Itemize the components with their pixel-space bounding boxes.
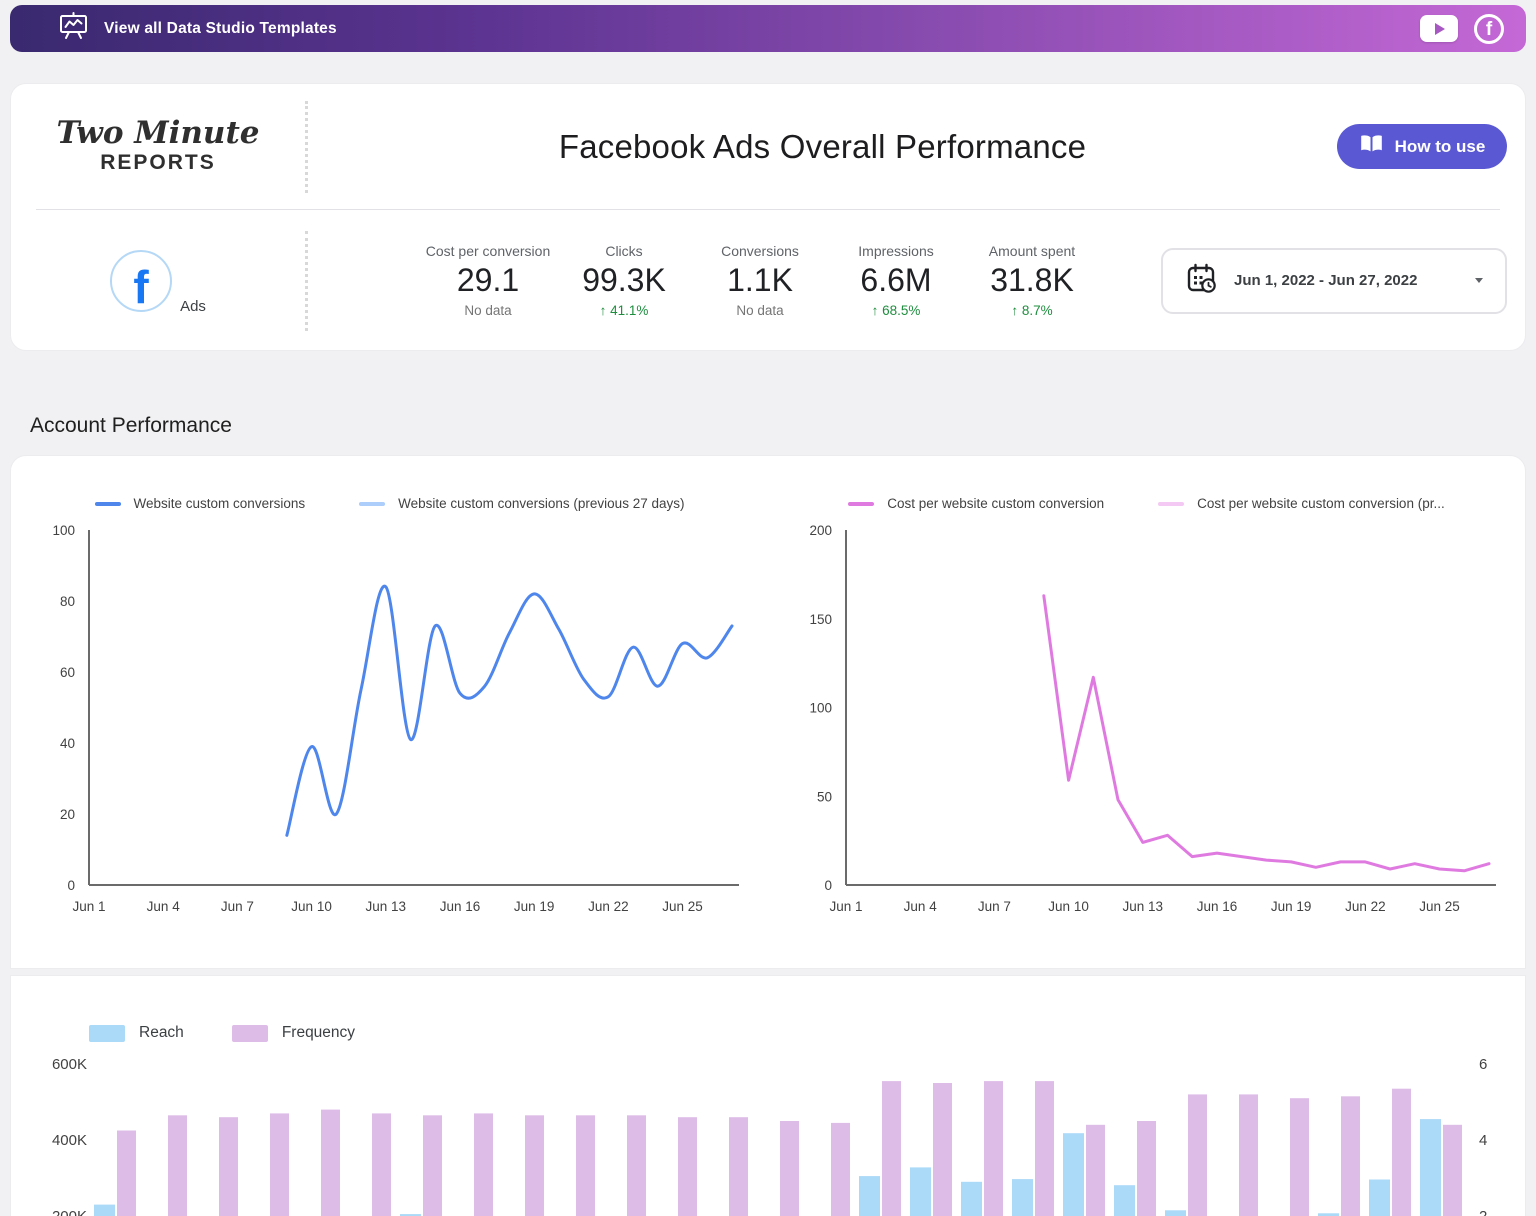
svg-text:Jun 13: Jun 13 [365, 899, 406, 914]
svg-text:Jun 19: Jun 19 [514, 899, 555, 914]
svg-text:100: 100 [52, 523, 75, 538]
pink-line-swatch [848, 501, 875, 506]
youtube-icon[interactable] [1420, 15, 1458, 42]
cost-chart: Cost per website custom conversion Cost … [768, 456, 1525, 968]
legend-cost-per-conversion-previous: Cost per website custom conversion (pr..… [1158, 496, 1445, 511]
legend-website-custom-conversions-previous: Website custom conversions (previous 27 … [359, 496, 684, 511]
blue-line-swatch [94, 501, 121, 506]
svg-text:Jun 10: Jun 10 [291, 899, 332, 914]
svg-text:100: 100 [809, 701, 832, 716]
section-title: Account Performance [30, 414, 232, 437]
svg-text:Jun 1: Jun 1 [72, 899, 105, 914]
metric-change: ↑ 68.5% [871, 303, 921, 318]
up-arrow-icon: ↑ [1011, 303, 1019, 318]
metric-change: No data [464, 303, 512, 318]
svg-text:50: 50 [817, 789, 832, 804]
header-divider [36, 209, 1500, 210]
website-conversions-line-chart: 0 20 40 60 80 100 Jun 1 Jun 4 Jun 7 Jun 10 Jun 13 J… [52, 523, 739, 914]
presentation-chart-icon [58, 12, 89, 45]
svg-text:Jun 22: Jun 22 [1345, 899, 1386, 914]
svg-text:200K: 200K [52, 1208, 87, 1216]
svg-text:Jun 25: Jun 25 [662, 899, 703, 914]
svg-text:Jun 25: Jun 25 [1419, 899, 1460, 914]
svg-text:600K: 600K [52, 1056, 87, 1073]
conversions-chart: Website custom conversions Website custo… [11, 456, 768, 968]
legend-cost-per-conversion: Cost per website custom conversion [848, 496, 1104, 511]
metric-change: ↑ 8.7% [1011, 303, 1053, 318]
light-pink-line-swatch [1158, 501, 1185, 506]
svg-text:0: 0 [824, 878, 832, 893]
svg-text:400K: 400K [52, 1132, 87, 1149]
book-icon [1359, 134, 1384, 159]
svg-text:Jun 7: Jun 7 [221, 899, 254, 914]
metric-clicks: Clicks 99.3K ↑ 41.1% [556, 243, 692, 318]
how-to-use-label: How to use [1394, 136, 1486, 156]
date-range-picker[interactable]: Jun 1, 2022 - Jun 27, 2022 [1161, 247, 1507, 314]
svg-text:200: 200 [809, 523, 832, 538]
legend-reach: Reach [89, 1024, 184, 1042]
svg-text:60: 60 [60, 665, 75, 680]
chevron-down-icon [1475, 278, 1483, 283]
calendar-clock-icon [1185, 262, 1218, 300]
svg-text:4: 4 [1479, 1132, 1487, 1149]
light-blue-line-swatch [359, 501, 386, 506]
view-templates-banner[interactable]: View all Data Studio Templates f [10, 5, 1526, 52]
facebook-ads-icon: f [110, 249, 173, 312]
two-minute-reports-logo: Two Minute REPORTS [11, 100, 308, 193]
legend-frequency: Frequency [231, 1024, 355, 1042]
logo-script-text: Two Minute [56, 115, 260, 151]
svg-text:Jun 4: Jun 4 [904, 899, 938, 914]
svg-text:Jun 10: Jun 10 [1048, 899, 1089, 914]
metric-change: ↑ 41.1% [599, 303, 649, 318]
banner-label: View all Data Studio Templates [104, 19, 337, 37]
reach-frequency-card: Reach Frequency 200K 400K 600K 2 4 6 [10, 975, 1526, 1216]
date-range-value: Jun 1, 2022 - Jun 27, 2022 [1234, 272, 1418, 289]
svg-text:Jun 7: Jun 7 [978, 899, 1011, 914]
svg-text:Jun 22: Jun 22 [588, 899, 629, 914]
svg-text:Jun 16: Jun 16 [440, 899, 481, 914]
svg-text:150: 150 [809, 612, 832, 627]
svg-text:6: 6 [1479, 1056, 1487, 1073]
svg-text:20: 20 [60, 807, 75, 822]
svg-text:0: 0 [67, 878, 75, 893]
svg-text:80: 80 [60, 594, 75, 609]
how-to-use-button[interactable]: How to use [1337, 124, 1507, 169]
legend-website-custom-conversions: Website custom conversions [94, 496, 305, 511]
up-arrow-icon: ↑ [871, 303, 879, 318]
svg-text:2: 2 [1479, 1208, 1487, 1216]
reach-swatch [89, 1024, 125, 1042]
metric-cost-per-conversion: Cost per conversion 29.1 No data [420, 243, 556, 318]
metric-conversions: Conversions 1.1K No data [692, 243, 828, 318]
data-source: f Ads [11, 230, 308, 331]
facebook-icon[interactable]: f [1474, 13, 1504, 44]
page-title: Facebook Ads Overall Performance [558, 127, 1087, 165]
header-card: Two Minute REPORTS Facebook Ads Overall … [10, 83, 1526, 351]
account-performance-card: Website custom conversions Website custo… [10, 455, 1526, 969]
logo-caps-text: REPORTS [100, 151, 216, 174]
svg-text:Jun 4: Jun 4 [147, 899, 181, 914]
reach-frequency-bar-chart: 200K 400K 600K 2 4 6 [52, 1056, 1487, 1216]
metric-amount-spent: Amount spent 31.8K ↑ 8.7% [964, 243, 1100, 318]
ads-label: Ads [180, 297, 206, 315]
svg-text:40: 40 [60, 736, 75, 751]
svg-text:Jun 19: Jun 19 [1271, 899, 1312, 914]
metric-change: No data [736, 303, 784, 318]
svg-text:Jun 16: Jun 16 [1197, 899, 1238, 914]
svg-text:Jun 1: Jun 1 [829, 899, 862, 914]
metric-impressions: Impressions 6.6M ↑ 68.5% [828, 243, 964, 318]
frequency-swatch [231, 1024, 268, 1042]
up-arrow-icon: ↑ [599, 303, 607, 318]
cost-per-conversion-line-chart: 0 50 100 150 200 Jun 1 Jun 4 Jun 7 Jun 10 Jun 13 J… [809, 523, 1496, 914]
svg-text:Jun 13: Jun 13 [1122, 899, 1163, 914]
